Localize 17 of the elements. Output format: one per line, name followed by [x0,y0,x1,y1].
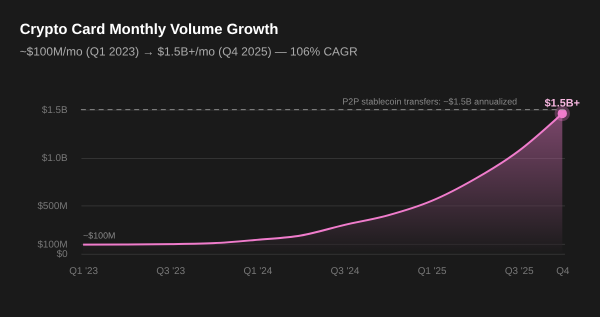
annotation: $1.5B+ [544,98,580,110]
x-tick-label: Q3 '23 [156,266,186,277]
chart-subtitle: ~$100M/mo (Q1 2023) → $1.5B+/mo (Q4 2025) — 106% CAGR [20,44,358,59]
x-tick-label: Q3 '25 [504,266,534,277]
x-tick-label: Q1 '24 [243,266,273,277]
y-tick-label: $1.0B [42,153,68,164]
x-tick-label: Q1 '25 [418,266,447,277]
y-tick-label: $0 [56,249,68,260]
y-tick-label: $1.5B [42,105,68,116]
x-tick-label: Q4 [556,266,570,277]
x-tick-label: Q1 '23 [69,266,98,277]
ref-line-label: P2P stablecoin transfers: ~$1.5B annualized [342,96,518,107]
x-tick-label: Q3 '24 [330,266,360,277]
chart-title: Crypto Card Monthly Volume Growth [20,22,278,38]
annotation: ~$100M [83,230,116,241]
y-tick-label: $500M [37,201,68,212]
y-tick-label: $100M [37,240,68,251]
